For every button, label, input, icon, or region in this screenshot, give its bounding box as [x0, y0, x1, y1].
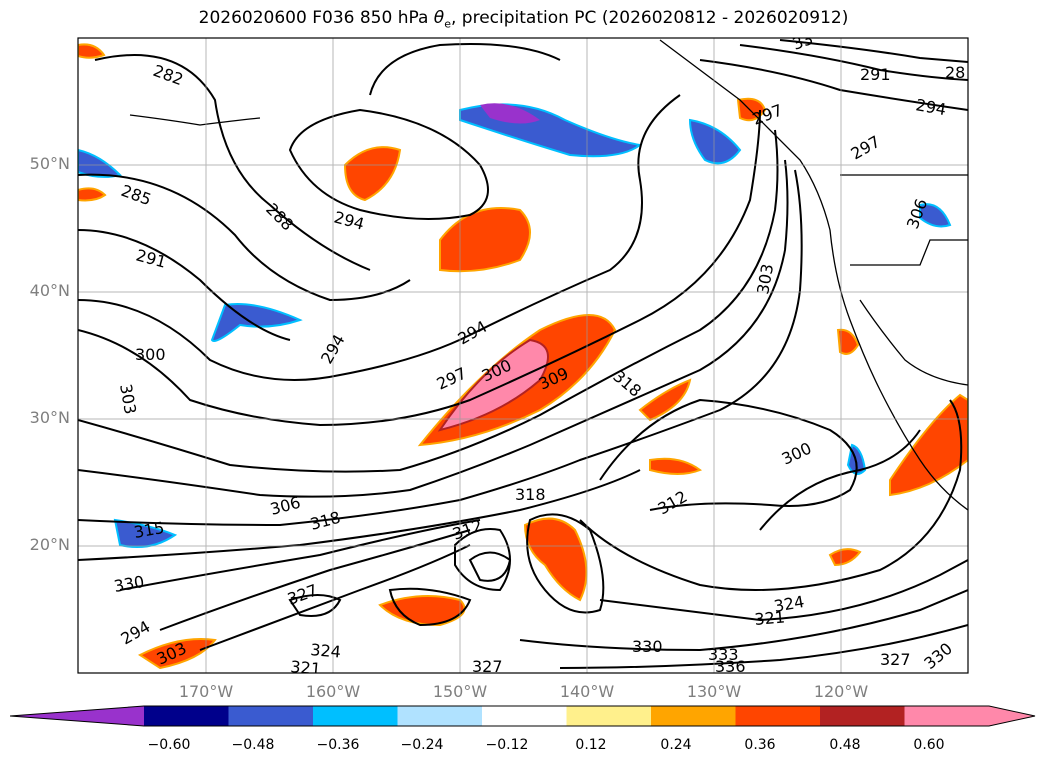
contour-label: 327 — [472, 657, 503, 676]
contour-label: 324 — [310, 640, 342, 662]
colorbar-tick: 0.24 — [660, 737, 692, 753]
lat-label-50n: 50°N — [29, 154, 70, 173]
title-suffix: , precipitation PC (2026020812 - 2026020… — [450, 8, 849, 28]
colorbar-segment — [228, 706, 314, 726]
lon-label-170w: 170°W — [178, 682, 234, 701]
colorbar-segment — [144, 706, 229, 726]
colorbar-tick: −0.12 — [485, 737, 529, 753]
lon-label-130w: 130°W — [686, 682, 742, 701]
contour-label: 318 — [515, 485, 546, 504]
colorbar-segment — [482, 706, 567, 726]
colorbar-segment — [735, 706, 821, 726]
colorbar-segment — [397, 706, 483, 726]
colorbar-extend-right — [989, 706, 1035, 726]
colorbar-segment — [820, 706, 905, 726]
coastlines — [129, 39, 968, 511]
colorbar-tick: −0.60 — [147, 737, 191, 753]
contour-label: 28 — [945, 63, 965, 82]
lat-label-30n: 30°N — [29, 408, 70, 427]
lat-label-40n: 40°N — [29, 281, 70, 300]
map-frame — [77, 37, 969, 674]
lon-label-140w: 140°W — [559, 682, 615, 701]
colorbar-tick: −0.24 — [400, 737, 444, 753]
colorbar-segment — [313, 706, 398, 726]
colorbar-extend-left — [10, 706, 144, 726]
colorbar-tick: 0.36 — [744, 737, 776, 753]
colorbar-segment — [904, 706, 990, 726]
colorbar-tick: 0.60 — [913, 737, 945, 753]
contour-label: 321 — [290, 657, 322, 679]
title-subscript: e — [444, 17, 451, 31]
colorbar-tick: −0.48 — [231, 737, 275, 753]
colorbar-tick: 0.48 — [829, 737, 861, 753]
colorbar-tick: 0.12 — [575, 737, 607, 753]
lon-label-160w: 160°W — [305, 682, 361, 701]
colorbar-segment — [651, 706, 736, 726]
grid-lines — [78, 38, 968, 673]
title-symbol: θ — [433, 8, 445, 28]
contour-label: 336 — [715, 657, 746, 676]
contour-label: 321 — [754, 607, 786, 629]
chart-title: 2026020600 F036 850 hPa θe, precipitatio… — [0, 8, 1047, 30]
contour-label: 327 — [880, 650, 911, 669]
contour-label: 291 — [860, 65, 891, 84]
colorbar-segment — [566, 706, 652, 726]
precip-fills — [78, 43, 968, 670]
colorbar-tick: −0.36 — [316, 737, 360, 753]
lon-label-120w: 120°W — [813, 682, 869, 701]
lon-label-150w: 150°W — [432, 682, 488, 701]
lat-label-20n: 20°N — [29, 535, 70, 554]
title-prefix: 2026020600 F036 850 hPa — [198, 8, 434, 28]
contour-label: 333 — [708, 645, 739, 664]
colorbar-outline — [10, 705, 1036, 727]
colorbar — [10, 705, 1036, 727]
contour-label: 300 — [135, 345, 166, 364]
contour-label: 330 — [632, 637, 663, 656]
theta-e-contours — [78, 39, 968, 669]
